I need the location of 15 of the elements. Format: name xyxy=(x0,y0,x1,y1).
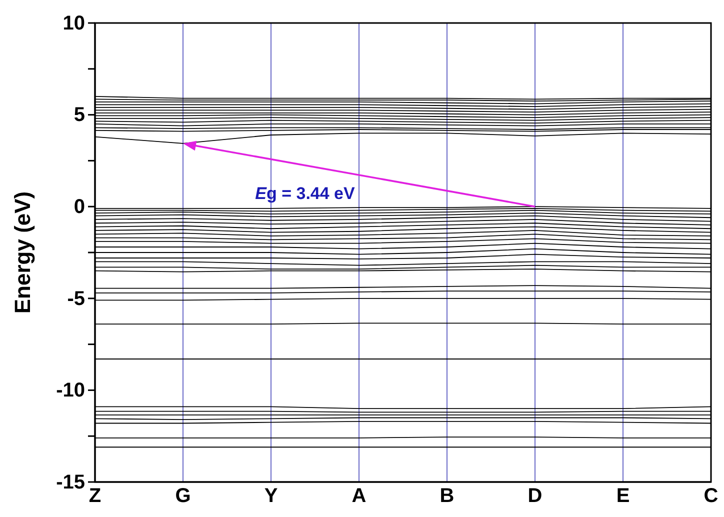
y-tick-label: -5 xyxy=(67,288,85,310)
y-axis-title: Energy (eV) xyxy=(10,191,35,314)
x-tick-label: D xyxy=(528,485,542,508)
x-tick-label: Z xyxy=(88,485,102,508)
y-tick-label: 10 xyxy=(62,12,85,34)
x-tick-label: B xyxy=(440,485,454,508)
x-tick-label: G xyxy=(175,485,191,508)
y-tick-label: -10 xyxy=(56,380,85,402)
x-tick-label: A xyxy=(352,485,366,508)
y-tick-label: 0 xyxy=(74,196,85,218)
y-tick-label: 5 xyxy=(74,104,85,126)
x-tick-label: C xyxy=(704,485,718,508)
x-tick-label: Y xyxy=(264,485,278,508)
y-tick-label: -15 xyxy=(56,471,85,494)
x-tick-label: E xyxy=(616,485,630,508)
